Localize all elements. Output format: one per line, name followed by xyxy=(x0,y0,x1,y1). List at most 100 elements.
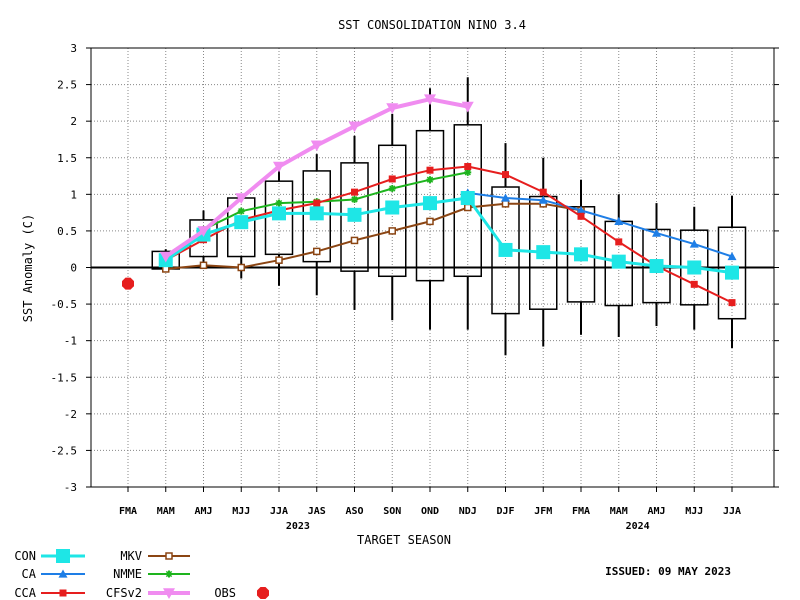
point-ca xyxy=(538,195,548,204)
point-mkv xyxy=(199,261,208,270)
y-tick-label: 0.5 xyxy=(57,225,77,238)
issued-date: ISSUED: 09 MAY 2023 xyxy=(605,565,731,578)
series-line-mkv xyxy=(165,202,582,270)
point-con xyxy=(347,207,362,222)
point-con xyxy=(234,215,249,230)
legend-label-con: CON xyxy=(14,549,36,563)
point-con xyxy=(574,247,588,262)
chart-title: SST CONSOLIDATION NINO 3.4 xyxy=(338,18,526,32)
legend-item-ca: CA xyxy=(22,567,85,581)
y-tick-label: 3 xyxy=(70,42,77,55)
point-cfsv2 xyxy=(461,101,474,113)
legend-item-cfsv2: CFSv2 xyxy=(106,586,190,600)
legend-item-mkv: MKV xyxy=(120,549,190,563)
x-tick-label: JAS xyxy=(308,506,326,517)
point-ca xyxy=(501,193,510,202)
point-cca xyxy=(728,299,736,307)
x-tick-label: AMJ xyxy=(647,506,665,517)
point-con xyxy=(498,242,513,257)
legend-marker-obs xyxy=(257,587,269,599)
x-tick-label: SON xyxy=(383,506,401,517)
y-tick-label: 1.5 xyxy=(57,152,77,165)
point-mkv xyxy=(388,227,396,235)
point-cfsv2 xyxy=(424,94,436,106)
x-tick-label: MAM xyxy=(610,506,628,517)
point-mkv xyxy=(350,236,359,245)
spread-box xyxy=(340,162,369,272)
legend-marker-nmme-d2 xyxy=(165,570,173,578)
legend-label-nmme: NMME xyxy=(113,567,142,581)
point-cca xyxy=(313,199,321,207)
point-con xyxy=(687,260,702,275)
point-cca xyxy=(502,171,509,179)
legend-label-cfsv2: CFSv2 xyxy=(106,586,142,600)
series-line-con xyxy=(164,196,733,275)
series-line-cca xyxy=(165,165,733,304)
series-cfsv2 xyxy=(159,94,474,263)
y-tick-label: -2.5 xyxy=(51,444,78,457)
x-tick-label: MAM xyxy=(157,506,175,517)
point-ca xyxy=(614,216,624,226)
legend-label-ca: CA xyxy=(22,567,37,581)
series-cca xyxy=(162,163,736,307)
y-tick-label: 2.5 xyxy=(57,79,77,92)
point-mkv xyxy=(464,203,472,212)
x-tick-label: MJJ xyxy=(232,506,250,517)
y-tick-label: -3 xyxy=(64,481,77,494)
point-cca xyxy=(615,238,623,246)
point-nmme xyxy=(237,207,245,215)
x-tick-label: JJA xyxy=(723,506,741,517)
point-nmme xyxy=(426,176,434,184)
point-con xyxy=(460,190,475,205)
point-cfsv2 xyxy=(235,193,248,204)
point-con xyxy=(385,200,400,215)
point-cfsv2 xyxy=(310,140,323,152)
y-axis-label: SST Anomaly (C) xyxy=(21,214,35,322)
spread-box xyxy=(302,170,331,263)
point-cca xyxy=(464,163,472,171)
point-con xyxy=(725,265,739,280)
spread-box xyxy=(717,226,747,320)
point-nmme-d2 xyxy=(238,208,245,215)
point-nmme xyxy=(388,184,396,192)
legend-label-mkv: MKV xyxy=(120,549,142,563)
series-obs xyxy=(122,277,134,290)
x-tick-label: JFM xyxy=(534,506,552,517)
y-tick-label: -2 xyxy=(64,408,77,421)
x-tick-label: MJJ xyxy=(685,506,703,517)
point-cca xyxy=(539,188,547,196)
point-con xyxy=(611,254,626,269)
point-ca xyxy=(652,228,661,237)
y-tick-label: 2 xyxy=(70,115,77,128)
point-nmme-d2 xyxy=(426,176,434,183)
y-tick-label: -0.5 xyxy=(51,298,78,311)
point-cca xyxy=(426,166,434,174)
y-tick-label: 0 xyxy=(70,262,77,275)
x-tick-label: ASO xyxy=(345,506,363,517)
legend-label-cca: CCA xyxy=(14,586,36,600)
point-con xyxy=(423,196,437,211)
point-con xyxy=(649,259,664,274)
series-line-ca xyxy=(467,191,733,258)
point-ca xyxy=(727,252,737,261)
legend-marker-ca xyxy=(58,569,68,578)
year-label: 2024 xyxy=(626,521,650,532)
series-lines xyxy=(122,94,739,307)
point-cfsv2 xyxy=(197,226,210,237)
y-tick-label: 1 xyxy=(70,188,77,201)
y-tick-label: -1 xyxy=(64,335,77,348)
point-ca xyxy=(576,205,586,215)
point-nmme xyxy=(351,195,358,203)
legend-marker-con xyxy=(56,549,70,563)
point-cfsv2 xyxy=(159,251,172,263)
legend-item-obs: OBS xyxy=(214,586,269,600)
point-nmme xyxy=(275,199,283,207)
legend: CON CA CCA MKV NMME CFSv2 OBS xyxy=(14,549,269,600)
point-ca xyxy=(689,239,699,248)
legend-marker-cca xyxy=(59,589,67,597)
point-nmme xyxy=(464,168,472,176)
legend-marker-cfsv2 xyxy=(163,588,175,599)
point-cca xyxy=(388,175,396,183)
x-axis-label: TARGET SEASON xyxy=(357,533,451,547)
